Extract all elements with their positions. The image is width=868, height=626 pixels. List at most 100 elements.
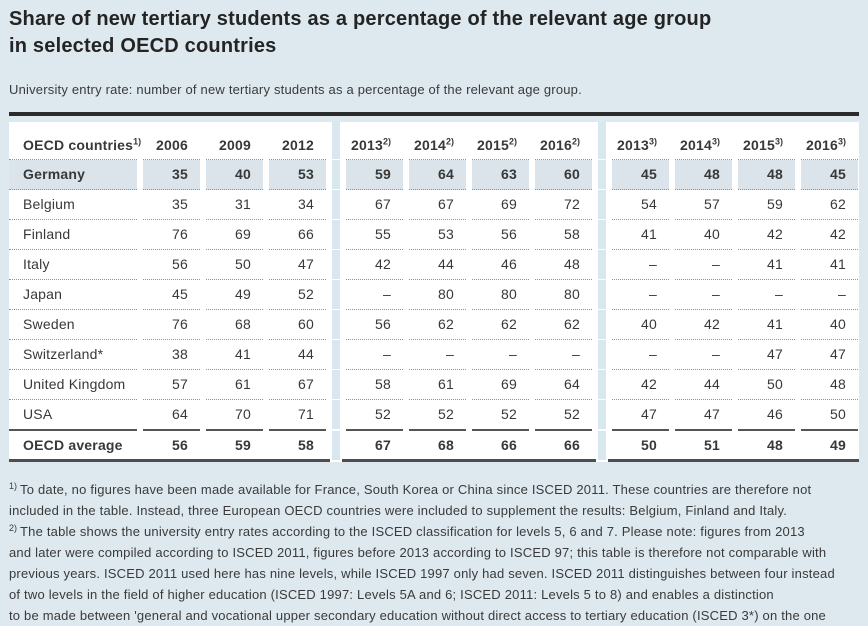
cell-value: 47: [767, 346, 783, 362]
table-cell: 64: [409, 160, 466, 190]
cell-value: 70: [235, 406, 251, 422]
year-label: 2006: [156, 137, 188, 153]
table-cell: –: [472, 340, 529, 370]
table-cell: 71: [269, 400, 326, 431]
table-cell: 50: [206, 250, 263, 280]
table-cell: 62: [409, 310, 466, 340]
table-cell: 42: [612, 370, 669, 400]
cell-value: 58: [564, 226, 580, 242]
table-cell: –: [612, 340, 669, 370]
cell-value: 62: [564, 316, 580, 332]
column-group-band: [598, 160, 606, 189]
year-label: 2013: [351, 137, 383, 153]
table-cell: 60: [535, 160, 592, 190]
cell-value: 57: [704, 196, 720, 212]
column-group-band: [598, 220, 606, 249]
column-group-band: [332, 160, 340, 189]
table-cell: 47: [675, 400, 732, 431]
column-group-band: [598, 280, 606, 309]
column-header-year: 2006: [143, 122, 200, 160]
column-header-year: 20162): [535, 122, 592, 160]
cell-value: 57: [172, 376, 188, 392]
cell-value: 72: [564, 196, 580, 212]
cell-value: –: [383, 286, 391, 302]
cell-value: 61: [438, 376, 454, 392]
column-group-band: [598, 340, 606, 369]
table-cell: –: [675, 250, 732, 280]
table-cell: 69: [472, 370, 529, 400]
footnotes: 1) To date, no figures have been made ava…: [9, 479, 859, 626]
table-cell: –: [675, 340, 732, 370]
cell-value: 47: [830, 346, 846, 362]
table-row-country: OECD average: [9, 431, 137, 460]
cell-value: 42: [767, 226, 783, 242]
cell-value: 59: [375, 166, 391, 182]
year-label: 2012: [282, 137, 314, 153]
table-cell: 56: [143, 250, 200, 280]
cell-value: 60: [298, 316, 314, 332]
table-row-country: Germany: [9, 160, 137, 190]
cell-value: 50: [830, 406, 846, 422]
cell-value: –: [712, 286, 720, 302]
table-cell: 59: [738, 190, 795, 220]
table-cell: 31: [206, 190, 263, 220]
table-cell: 52: [472, 400, 529, 431]
cell-value: 67: [298, 376, 314, 392]
column-group-band: [598, 400, 606, 429]
cell-value: 59: [767, 196, 783, 212]
cell-value: 49: [235, 286, 251, 302]
table-cell: 51: [675, 431, 732, 460]
country-label: Belgium: [23, 196, 75, 212]
cell-value: 46: [767, 406, 783, 422]
table-cell: 62: [535, 310, 592, 340]
table-grid: OECD countries1) 2006 2009 2012 20132) 20142)…: [9, 122, 859, 460]
column-group-band: [332, 370, 340, 399]
cell-value: 69: [501, 196, 517, 212]
column-group-band: [598, 310, 606, 339]
cell-value: 47: [704, 406, 720, 422]
country-label: Finland: [23, 226, 71, 242]
cell-value: 45: [830, 166, 846, 182]
column-header-year: 2012: [269, 122, 326, 160]
cell-value: 42: [830, 226, 846, 242]
cell-value: 49: [830, 437, 846, 453]
cell-value: 51: [704, 437, 720, 453]
table-bottom-rule-segment: [342, 459, 596, 462]
cell-value: 68: [235, 316, 251, 332]
table-cell: 35: [143, 190, 200, 220]
table-cell: –: [346, 280, 403, 310]
table-cell: 80: [472, 280, 529, 310]
table-cell: 41: [206, 340, 263, 370]
table-cell: 34: [269, 190, 326, 220]
table-cell: 48: [535, 250, 592, 280]
table-cell: 67: [269, 370, 326, 400]
table-cell: 58: [346, 370, 403, 400]
cell-value: –: [509, 346, 517, 362]
table-cell: 47: [269, 250, 326, 280]
column-group-band: [332, 190, 340, 219]
table-cell: –: [612, 280, 669, 310]
table-cell: 53: [409, 220, 466, 250]
table-cell: 45: [143, 280, 200, 310]
country-label: Germany: [23, 166, 86, 182]
cell-value: 53: [298, 166, 314, 182]
footnote-marker: 2): [9, 522, 18, 533]
cell-value: 52: [298, 286, 314, 302]
table-cell: 42: [738, 220, 795, 250]
year-sup: 2): [571, 136, 580, 147]
table-row-country: Sweden: [9, 310, 137, 340]
table-cell: 80: [409, 280, 466, 310]
cell-value: 45: [641, 166, 657, 182]
cell-value: 44: [438, 256, 454, 272]
table-cell: 42: [675, 310, 732, 340]
table-cell: 38: [143, 340, 200, 370]
page: Share of new tertiary students as a perc…: [0, 6, 868, 626]
cell-value: 52: [564, 406, 580, 422]
cell-value: 40: [235, 166, 251, 182]
cell-value: 61: [235, 376, 251, 392]
table-cell: 56: [472, 220, 529, 250]
cell-value: 48: [767, 166, 783, 182]
year-sup: 2): [382, 136, 391, 147]
cell-value: 56: [501, 226, 517, 242]
table-cell: 59: [206, 431, 263, 460]
